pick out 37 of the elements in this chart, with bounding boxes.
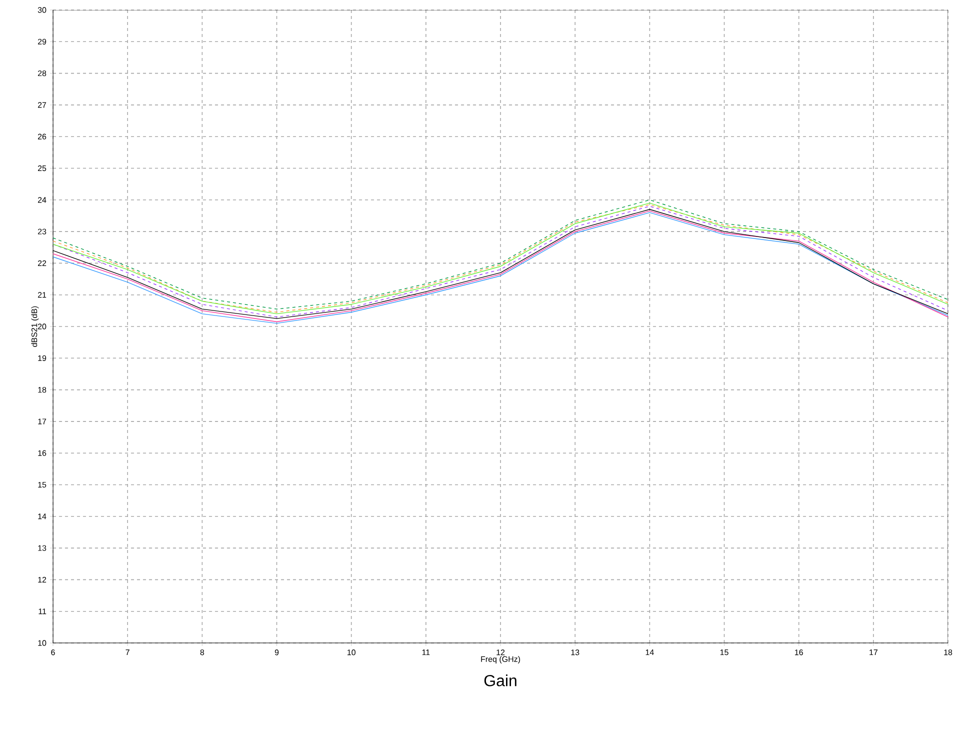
x-tick-label: 16: [795, 650, 803, 656]
y-tick-label: 13: [38, 545, 46, 551]
x-tick-label: 10: [348, 650, 356, 656]
y-tick-label: 16: [38, 450, 46, 456]
x-tick-label: 11: [422, 650, 430, 656]
y-tick-label: 19: [38, 355, 46, 361]
y-tick-label: 30: [38, 7, 46, 13]
x-tick-label: 12: [496, 650, 505, 656]
text: Gain: [484, 674, 516, 686]
y-tick-label: 12: [38, 576, 46, 582]
y-tick-label: 17: [38, 418, 46, 424]
y-tick-label: 20: [38, 324, 46, 330]
y-axis-title: dBS21 (dB): [31, 306, 39, 347]
y-tick-label: 24: [38, 197, 46, 203]
x-tick-label: 15: [720, 650, 728, 656]
y-tick-label: 11: [38, 608, 46, 614]
x-tick-label: 8: [200, 650, 204, 656]
y-tick-label: 23: [38, 228, 46, 234]
x-tick-label: 9: [274, 650, 279, 656]
y-tick-label: 29: [38, 38, 46, 44]
x-tick-label: 13: [571, 650, 580, 656]
x-tick-label: 7: [126, 650, 130, 656]
x-tick-label: 6: [51, 650, 55, 656]
x-tick-label: 14: [646, 650, 654, 656]
y-tick-label: 15: [38, 482, 46, 488]
x-axis-title: Freq (GHz): [481, 656, 520, 664]
x-tick-label: 18: [944, 650, 952, 656]
y-tick-label: 26: [38, 134, 46, 140]
x-tick-label: 17: [870, 650, 878, 656]
y-tick-label: 10: [38, 640, 46, 646]
y-tick-label: 25: [38, 165, 46, 172]
y-tick-label: 22: [38, 260, 46, 266]
y-tick-label: 28: [38, 70, 46, 76]
y-tick-label: 21: [38, 292, 46, 298]
y-tick-label: 27: [38, 102, 46, 108]
y-tick-label: 14: [38, 514, 46, 520]
y-tick-label: 18: [38, 386, 46, 393]
